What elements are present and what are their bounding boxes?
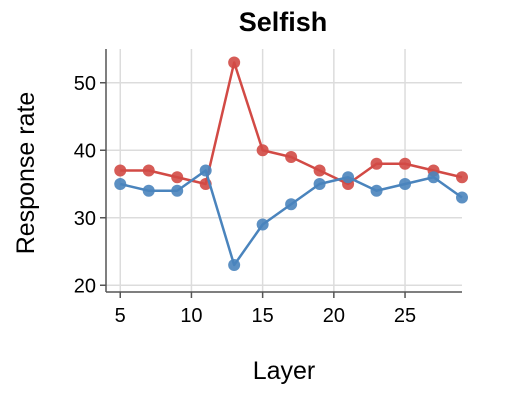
data-point [142,164,155,177]
data-point [228,56,241,69]
data-point [285,151,298,163]
data-point [114,164,127,177]
x-axis-ticks: 5 10 15 20 25 [115,292,416,327]
data-point [399,178,412,190]
y-tick-label: 30 [74,208,96,230]
data-point [313,164,326,177]
x-axis-label: Layer [253,357,316,385]
data-point [285,198,298,211]
data-point [456,171,468,184]
data-point [313,178,326,190]
series-2 [114,164,468,271]
data-point [142,184,155,197]
y-axis-ticks: 20 30 40 50 [74,73,106,297]
x-tick-label: 5 [115,305,126,327]
data-point [456,191,468,204]
y-tick-label: 20 [74,275,96,297]
data-point [256,144,269,157]
y-tick-label: 50 [74,73,96,95]
y-axis-label: Response rate [12,92,40,255]
x-tick-label: 25 [394,305,416,327]
data-point [370,184,383,197]
chart-title: Selfish [239,7,328,37]
x-tick-label: 15 [252,305,274,327]
axes [105,49,462,293]
x-tick-label: 10 [180,305,202,327]
grid [106,49,462,292]
data-point [114,178,127,190]
data-point [256,218,269,231]
data-point [171,184,184,197]
data-point [199,164,212,177]
data-point [342,171,355,184]
series-line [120,61,463,186]
series-1 [114,56,468,190]
data-point [427,171,440,184]
x-tick-label: 20 [323,305,345,327]
y-tick-label: 40 [74,140,96,162]
data-point [228,259,241,271]
series-group [114,56,468,271]
data-point [370,157,383,170]
data-point [399,157,412,170]
data-point [171,171,184,184]
